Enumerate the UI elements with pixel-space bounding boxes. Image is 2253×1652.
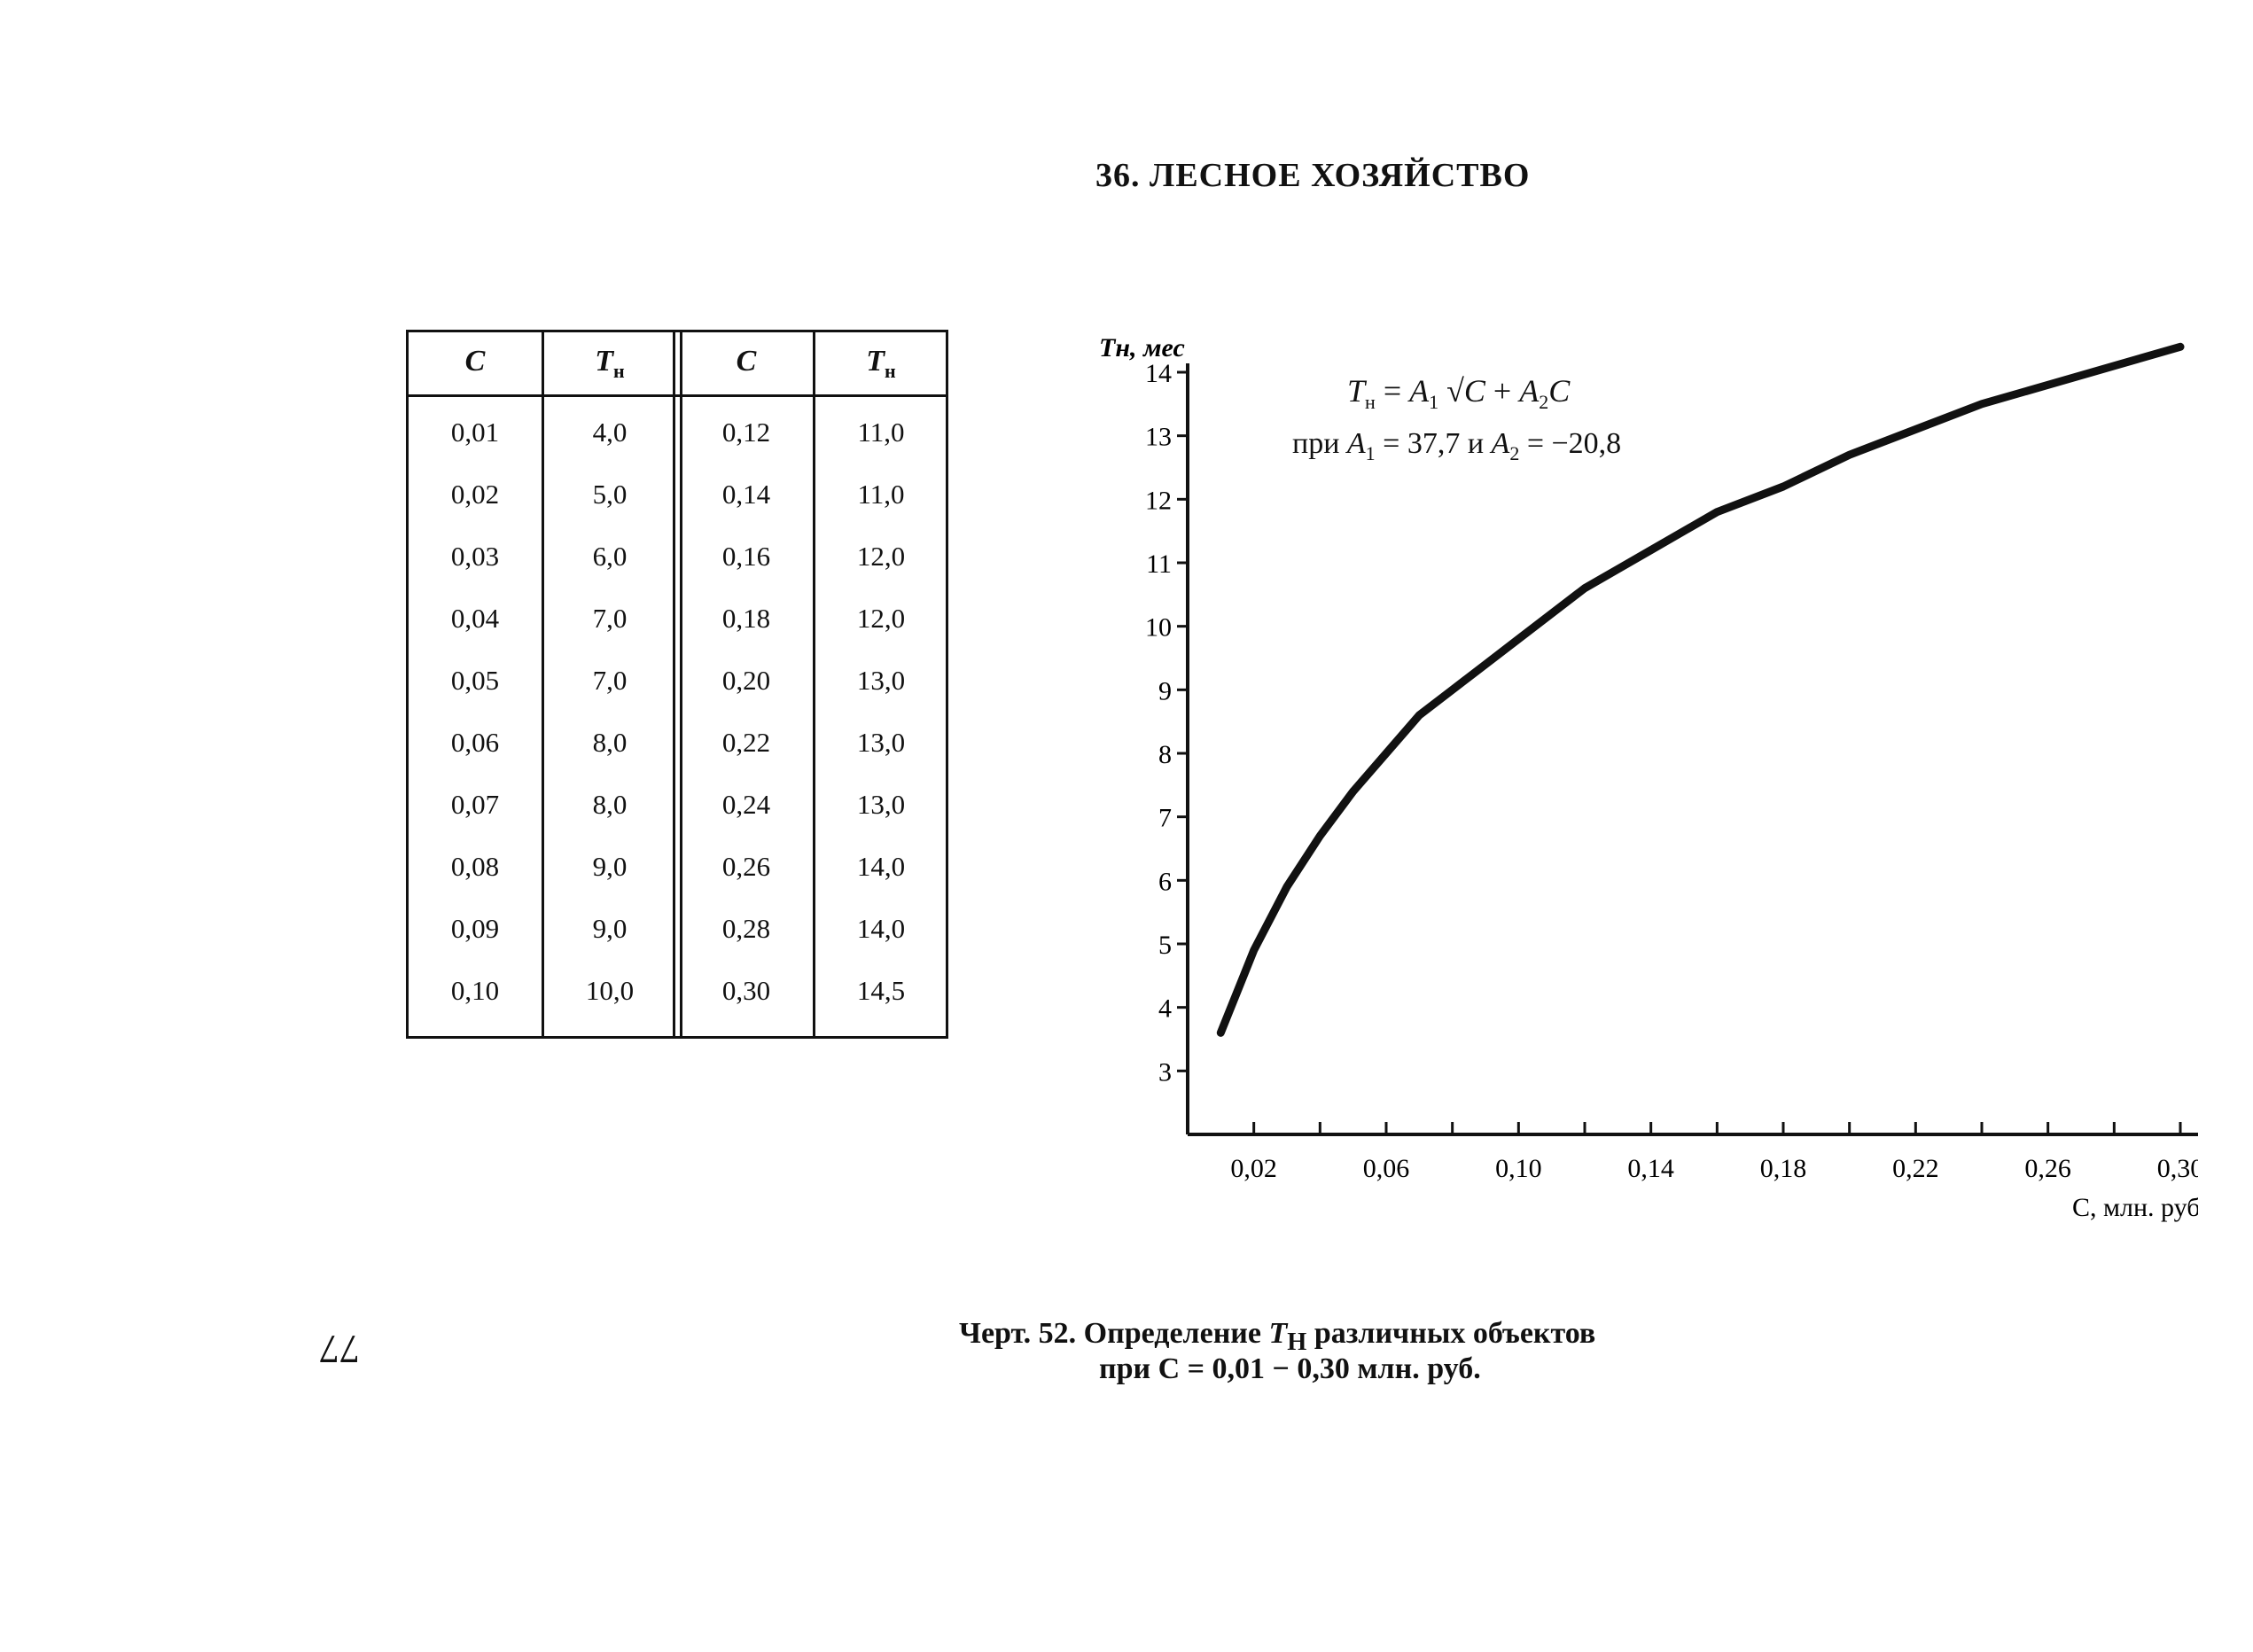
table-cell-c: 0,12 xyxy=(721,417,771,448)
column-header-c-2: C xyxy=(736,345,757,378)
table-cell-c: 0,03 xyxy=(450,541,500,572)
y-tick-label: 5 xyxy=(1158,931,1172,960)
table-cell-c: 0,14 xyxy=(721,479,771,510)
figure-caption-line-2: при C = 0,01 − 0,30 млн. руб. xyxy=(1099,1352,1481,1385)
data-table: C Tн C Tн 0,01 4,0 0,02 5,0 0,03 6,0 0,04 7,0 0,… xyxy=(406,330,948,1039)
table-cell-c: 0,04 xyxy=(450,603,500,634)
table-cell-tn: 8,0 xyxy=(592,727,628,758)
page-number: 77 xyxy=(319,1327,360,1372)
table-cell-c: 0,02 xyxy=(450,479,500,510)
y-tick-label: 11 xyxy=(1146,549,1172,579)
x-axis-label: C, млн. руб. xyxy=(2072,1193,2198,1222)
table-cell-tn: 4,0 xyxy=(592,417,628,448)
table-cell-tn: 14,5 xyxy=(856,975,906,1006)
table-cell-tn: 9,0 xyxy=(592,913,628,944)
table-header: C Tн C Tн xyxy=(409,332,946,397)
x-tick-label: 0,30 xyxy=(2157,1154,2198,1183)
y-tick-label: 8 xyxy=(1158,740,1172,769)
x-tick-label: 0,06 xyxy=(1363,1154,1410,1183)
column-divider xyxy=(813,332,815,1036)
table-cell-tn: 14,0 xyxy=(856,913,906,944)
y-tick-label: 9 xyxy=(1158,676,1172,705)
x-tick-label: 0,02 xyxy=(1230,1154,1277,1183)
formula-condition: при A1 = 37,7 и A2 = −20,8 xyxy=(1292,427,1622,464)
table-cell-c: 0,30 xyxy=(721,975,771,1006)
table-cell-tn: 13,0 xyxy=(856,665,906,696)
y-tick-label: 13 xyxy=(1145,423,1172,452)
table-cell-c: 0,06 xyxy=(450,727,500,758)
column-header-tn-1: Tн xyxy=(595,345,625,382)
table-cell-tn: 9,0 xyxy=(592,851,628,882)
table-cell-c: 0,05 xyxy=(450,665,500,696)
table-cell-tn: 14,0 xyxy=(856,851,906,882)
y-tick-label: 4 xyxy=(1158,994,1172,1024)
table-cell-c: 0,28 xyxy=(721,913,771,944)
x-tick-label: 0,14 xyxy=(1627,1154,1674,1183)
table-cell-tn: 13,0 xyxy=(856,727,906,758)
table-cell-tn: 11,0 xyxy=(857,479,905,510)
table-cell-c: 0,08 xyxy=(450,851,500,882)
y-axis-label: Tн, мес xyxy=(1099,333,1185,362)
double-column-divider-b xyxy=(680,332,682,1036)
x-tick-label: 0,22 xyxy=(1892,1154,1939,1183)
figure-caption: Черт. 52. Определение TН различных объек… xyxy=(959,1317,1596,1356)
data-curve xyxy=(1216,342,2185,1037)
table-cell-tn: 10,0 xyxy=(585,975,635,1006)
y-tick-label: 14 xyxy=(1145,359,1172,388)
column-header-c-1: C xyxy=(464,345,486,378)
table-cell-c: 0,01 xyxy=(450,417,500,448)
table-cell-c: 0,26 xyxy=(721,851,771,882)
y-tick-label: 6 xyxy=(1158,867,1172,896)
formula: Tн = A1 √C + A2C xyxy=(1347,373,1571,414)
y-tick-label: 7 xyxy=(1158,804,1172,833)
table-cell-c: 0,24 xyxy=(721,789,771,820)
x-tick-label: 0,26 xyxy=(2024,1154,2071,1183)
column-divider xyxy=(542,332,544,1036)
table-cell-c: 0,10 xyxy=(450,975,500,1006)
table-cell-tn: 6,0 xyxy=(592,541,628,572)
table-cell-tn: 12,0 xyxy=(856,541,906,572)
table-cell-c: 0,22 xyxy=(721,727,771,758)
table-cell-c: 0,16 xyxy=(721,541,771,572)
table-cell-tn: 5,0 xyxy=(592,479,628,510)
table-cell-c: 0,18 xyxy=(721,603,771,634)
table-cell-c: 0,09 xyxy=(450,913,500,944)
table-cell-c: 0,20 xyxy=(721,665,771,696)
section-title: 36. ЛЕСНОЕ ХОЗЯЙСТВО xyxy=(1095,157,1531,194)
column-header-tn-2: Tн xyxy=(866,345,896,382)
table-cell-tn: 8,0 xyxy=(592,789,628,820)
table-cell-c: 0,07 xyxy=(450,789,500,820)
x-tick-label: 0,18 xyxy=(1760,1154,1807,1183)
table-cell-tn: 7,0 xyxy=(592,603,628,634)
x-tick-label: 0,10 xyxy=(1495,1154,1542,1183)
chart: 3 4 5 6 7 8 9 10 11 12 13 14 0,02 0,06 0,10 0,14 0,18 0,2… xyxy=(1099,333,2198,1222)
table-cell-tn: 13,0 xyxy=(856,789,906,820)
y-tick-label: 3 xyxy=(1158,1057,1172,1087)
y-tick-label: 10 xyxy=(1145,613,1172,643)
table-cell-tn: 7,0 xyxy=(592,665,628,696)
table-cell-tn: 11,0 xyxy=(857,417,905,448)
table-cell-tn: 12,0 xyxy=(856,603,906,634)
y-tick-label: 12 xyxy=(1145,486,1172,515)
double-column-divider-a xyxy=(673,332,675,1036)
